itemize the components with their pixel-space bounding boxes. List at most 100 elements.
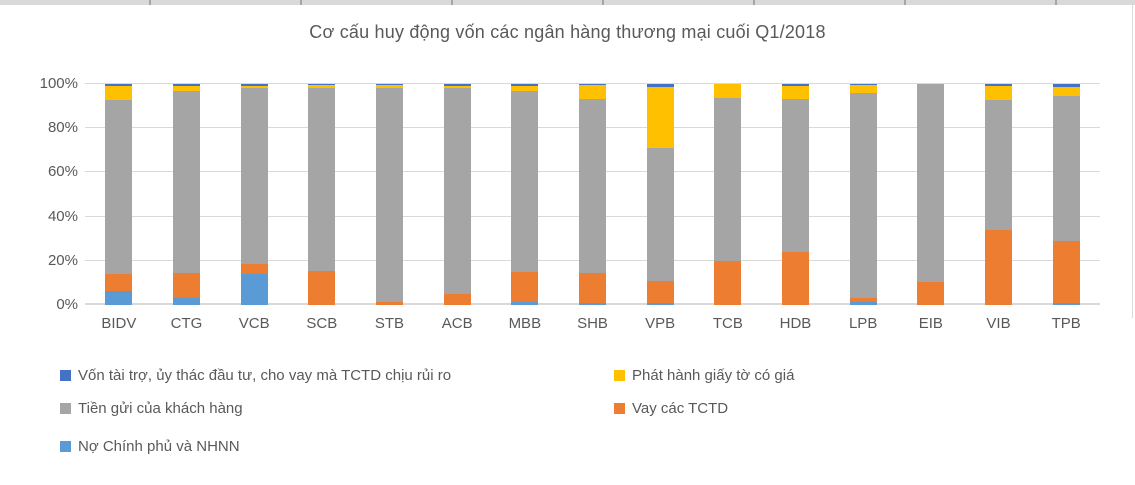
segment-phat-hanh-giay-to-co-gia-TCB: [714, 84, 742, 99]
segment-phat-hanh-giay-to-co-gia-SCB: [308, 85, 336, 89]
segment-phat-hanh-giay-to-co-gia-VCB: [240, 85, 268, 89]
x-tick-label-TPB: TPB: [1051, 315, 1081, 332]
segment-no-chinh-phu-va-nhnn-MBB: [511, 301, 539, 305]
segment-phat-hanh-giay-to-co-gia-HDB: [781, 86, 809, 100]
segment-von-tai-tro-uy-thac-CTG: [172, 84, 200, 87]
segment-von-tai-tro-uy-thac-VCB: [240, 84, 268, 86]
segment-tien-gui-cua-khach-hang-SHB: [578, 99, 606, 273]
segment-no-chinh-phu-va-nhnn-LPB: [849, 301, 877, 305]
segment-phat-hanh-giay-to-co-gia-TPB: [1052, 87, 1080, 97]
legend-item-von-tai-tro-uy-thac: Vốn tài trợ, ủy thác đầu tư, cho vay mà …: [60, 366, 451, 384]
segment-von-tai-tro-uy-thac-MBB: [511, 84, 539, 87]
bar-slot-VCB: [220, 84, 288, 305]
segment-tien-gui-cua-khach-hang-ACB: [443, 88, 471, 294]
segment-phat-hanh-giay-to-co-gia-VPB: [646, 87, 674, 149]
segment-phat-hanh-giay-to-co-gia-SHB: [578, 85, 606, 100]
segment-vay-cac-tctd-CTG: [172, 272, 200, 299]
segment-no-chinh-phu-va-nhnn-VCB: [240, 274, 268, 305]
segment-tien-gui-cua-khach-hang-MBB: [511, 90, 539, 272]
segment-no-chinh-phu-va-nhnn-CTG: [172, 298, 200, 305]
segment-von-tai-tro-uy-thac-BIDV: [105, 84, 133, 87]
y-tick-label: 80%: [47, 119, 78, 137]
bar-slot-TPB: [1032, 84, 1100, 305]
segment-vay-cac-tctd-EIB: [917, 281, 945, 305]
segment-von-tai-tro-uy-thac-SHB: [578, 84, 606, 86]
segment-no-chinh-phu-va-nhnn-SHB: [578, 302, 606, 305]
legend-swatch-icon: [60, 369, 71, 381]
x-tick-label-VIB: VIB: [986, 315, 1011, 332]
legend-item-phat-hanh-giay-to-co-gia: Phát hành giấy tờ có giá: [614, 366, 794, 384]
segment-tien-gui-cua-khach-hang-STB: [375, 88, 403, 302]
segment-vay-cac-tctd-SHB: [578, 272, 606, 303]
x-tick-label-LPB: LPB: [848, 315, 878, 332]
legend-item-vay-cac-tctd: Vay các TCTD: [614, 399, 728, 417]
y-tick-label: 40%: [47, 207, 78, 225]
legend-label: Tiền gửi của khách hàng: [78, 399, 243, 417]
segment-vay-cac-tctd-LPB: [849, 298, 877, 302]
y-axis: 0% 20% 40% 60% 80% 100%: [0, 75, 78, 313]
segment-tien-gui-cua-khach-hang-HDB: [781, 99, 809, 252]
segment-tien-gui-cua-khach-hang-EIB: [917, 84, 945, 282]
bar-VCB: [240, 84, 268, 305]
legend-item-no-chinh-phu-va-nhnn: Nợ Chính phủ và NHNN: [60, 437, 240, 455]
x-tick-label-EIB: EIB: [918, 315, 943, 332]
spreadsheet-gridline-strip: [0, 0, 1135, 5]
bar-MBB: [511, 84, 539, 305]
segment-von-tai-tro-uy-thac-STB: [375, 84, 403, 86]
legend-item-tien-gui-cua-khach-hang: Tiền gửi của khách hàng: [60, 399, 243, 417]
x-tick-label-SHB: SHB: [577, 315, 608, 332]
segment-vay-cac-tctd-VIB: [984, 229, 1012, 305]
segment-von-tai-tro-uy-thac-TPB: [1052, 84, 1080, 88]
x-tick-label-BIDV: BIDV: [101, 315, 137, 332]
segment-phat-hanh-giay-to-co-gia-ACB: [443, 85, 471, 89]
bar-slot-STB: [356, 84, 424, 305]
segment-vay-cac-tctd-MBB: [511, 271, 539, 302]
bar-TCB: [714, 84, 742, 305]
bar-CTG: [172, 84, 200, 305]
segment-von-tai-tro-uy-thac-LPB: [849, 84, 877, 86]
legend-label: Nợ Chính phủ và NHNN: [78, 437, 240, 455]
gridline-100%: [85, 83, 1100, 84]
x-tick-label-VPB: VPB: [645, 315, 676, 332]
segment-phat-hanh-giay-to-co-gia-VIB: [984, 86, 1012, 100]
segment-von-tai-tro-uy-thac-VIB: [984, 84, 1012, 87]
bar-EIB: [917, 84, 945, 305]
bar-slot-SCB: [288, 84, 356, 305]
bar-slot-BIDV: [85, 84, 153, 305]
segment-phat-hanh-giay-to-co-gia-MBB: [511, 86, 539, 91]
segment-tien-gui-cua-khach-hang-VCB: [240, 88, 268, 265]
bar-BIDV: [105, 84, 133, 305]
segment-vay-cac-tctd-VCB: [240, 264, 268, 275]
segment-vay-cac-tctd-BIDV: [105, 274, 133, 291]
bars: [85, 84, 1100, 305]
bar-slot-TCB: [694, 84, 762, 305]
bar-slot-EIB: [897, 84, 965, 305]
segment-phat-hanh-giay-to-co-gia-BIDV: [105, 86, 133, 100]
bar-VIB: [984, 84, 1012, 305]
x-tick-label-VCB: VCB: [238, 315, 270, 332]
segment-vay-cac-tctd-HDB: [781, 251, 809, 305]
chart-right-border: [1132, 0, 1133, 318]
segment-no-chinh-phu-va-nhnn-VPB: [646, 302, 674, 305]
x-tick-label-ACB: ACB: [441, 315, 473, 332]
segment-tien-gui-cua-khach-hang-CTG: [172, 90, 200, 273]
x-tick-label-SCB: SCB: [306, 315, 338, 332]
x-tick-label-STB: STB: [374, 315, 405, 332]
legend: Vốn tài trợ, ủy thác đầu tư, cho vay mà …: [60, 366, 1100, 466]
bar-slot-LPB: [829, 84, 897, 305]
bar-slot-MBB: [491, 84, 559, 305]
segment-von-tai-tro-uy-thac-HDB: [781, 84, 809, 87]
legend-swatch-icon: [60, 440, 71, 452]
bar-slot-SHB: [559, 84, 627, 305]
legend-label: Vốn tài trợ, ủy thác đầu tư, cho vay mà …: [78, 366, 452, 384]
segment-phat-hanh-giay-to-co-gia-CTG: [172, 86, 200, 91]
plot-area: [85, 83, 1100, 305]
chart-title: Cơ cấu huy động vốn các ngân hàng thương…: [309, 22, 826, 42]
legend-swatch-icon: [60, 402, 71, 414]
segment-von-tai-tro-uy-thac-SCB: [308, 84, 336, 86]
bar-slot-VIB: [965, 84, 1033, 305]
bar-slot-HDB: [762, 84, 830, 305]
x-tick-label-TCB: TCB: [712, 315, 743, 332]
x-tick-label-MBB: MBB: [508, 315, 542, 332]
